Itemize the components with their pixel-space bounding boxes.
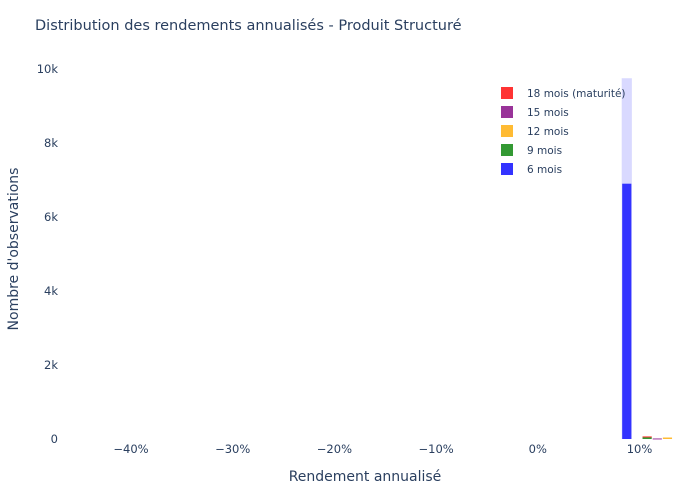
x-tick-label: −20% (317, 442, 352, 456)
legend-item-label[interactable]: 6 mois (527, 164, 562, 176)
plot-area (621, 78, 673, 440)
x-axis-ticks: −40% −30% −20% −10% 0% 10% (113, 442, 652, 456)
y-tick-label: 8k (44, 136, 58, 150)
x-tick-label: 0% (529, 442, 547, 456)
legend-item-label[interactable]: 15 mois (527, 107, 569, 119)
legend-item-label[interactable]: 18 mois (maturité) (527, 88, 626, 100)
legend-swatch[interactable] (501, 106, 513, 118)
legend[interactable]: 18 mois (maturité) 15 mois 12 mois 9 mois 6 … (501, 87, 626, 176)
bar-9-mois-0 (642, 436, 652, 439)
y-tick-label: 2k (44, 358, 58, 372)
bar-15-mois-0 (652, 438, 662, 440)
bars (622, 183, 673, 440)
x-axis-title: Rendement annualisé (289, 469, 442, 485)
bar-18-mois-maturit--0 (642, 436, 652, 438)
chart-title: Distribution des rendements annualisés -… (35, 18, 462, 34)
legend-swatch[interactable] (501, 144, 513, 156)
bar-6-mois-0 (622, 183, 632, 439)
bar-12-mois-0 (662, 437, 673, 439)
x-tick-label: −30% (215, 442, 250, 456)
legend-item-label[interactable]: 9 mois (527, 145, 562, 157)
y-tick-label: 6k (44, 210, 58, 224)
x-tick-label: 10% (627, 442, 653, 456)
legend-swatch[interactable] (501, 87, 513, 99)
y-axis-ticks: 0 2k 4k 6k 8k 10k (37, 62, 59, 446)
legend-item-label[interactable]: 12 mois (527, 126, 569, 138)
legend-swatch[interactable] (501, 125, 513, 137)
y-tick-label: 0 (51, 432, 58, 446)
legend-swatch[interactable] (501, 163, 513, 175)
y-tick-label: 10k (37, 62, 59, 76)
x-tick-label: −40% (113, 442, 148, 456)
y-axis-title: Nombre d'observations (6, 168, 22, 331)
y-tick-label: 4k (44, 284, 58, 298)
x-tick-label: −10% (419, 442, 454, 456)
